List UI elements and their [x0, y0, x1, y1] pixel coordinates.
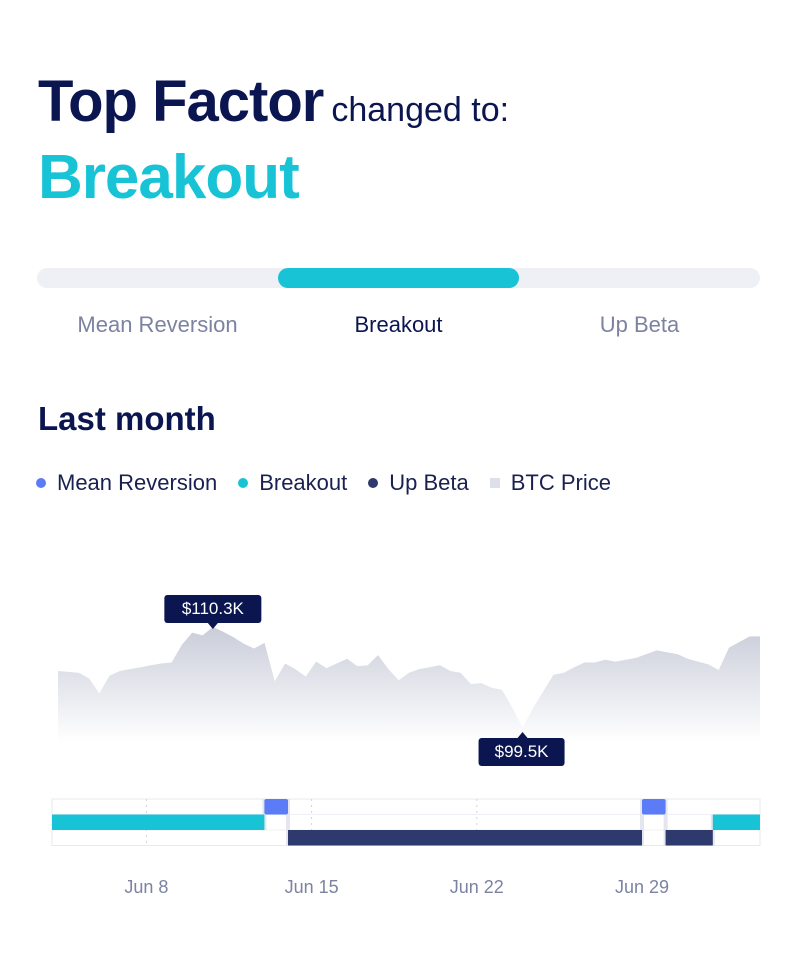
timeline-segment-up-beta [288, 830, 642, 846]
legend-dot-icon [238, 478, 249, 488]
headline-subtitle: changed to: [331, 91, 510, 129]
legend-square-icon [489, 478, 500, 488]
chart-legend: Mean Reversion Breakout Up Beta BTC Pric… [36, 470, 632, 496]
timeline-segment-up-beta [665, 830, 713, 846]
x-tick-label: Jun 15 [285, 877, 339, 897]
legend-label: Mean Reversion [57, 470, 218, 495]
factor-tabs: Mean Reversion Breakout Up Beta [37, 312, 760, 342]
factor-slider-fill [278, 268, 519, 288]
timeline-segment-breakout [52, 814, 265, 830]
headline-title: Top Factor [38, 69, 324, 134]
timeline-segment-mean-reversion [642, 799, 666, 815]
legend-item-mean-reversion: Mean Reversion [36, 470, 217, 496]
x-tick-label: Jun 22 [450, 877, 504, 897]
legend-item-breakout: Breakout [238, 470, 347, 496]
tab-mean-reversion[interactable]: Mean Reversion [77, 312, 238, 337]
factor-slider-track[interactable] [37, 268, 760, 288]
current-factor: Breakout [38, 143, 300, 212]
tab-up-beta[interactable]: Up Beta [599, 312, 680, 337]
legend-label: BTC Price [510, 470, 611, 495]
x-tick-label: Jun 29 [615, 877, 669, 897]
legend-label: Up Beta [389, 470, 469, 495]
timeline-segment-mean-reversion [264, 799, 288, 815]
legend-item-up-beta: Up Beta [368, 470, 469, 496]
callout-pointer [517, 732, 528, 738]
legend-item-btc-price: BTC Price [489, 470, 611, 496]
callout-label: $110.3K [182, 599, 245, 618]
headline: Top Factor changed to: [38, 68, 509, 135]
section-title: Last month [38, 400, 216, 437]
btc-price-area [58, 627, 760, 742]
max-price-callout: $110.3K [164, 595, 262, 629]
x-tick-label: Jun 8 [124, 877, 168, 897]
legend-label: Breakout [259, 470, 348, 495]
min-price-callout: $99.5K [478, 732, 565, 766]
timeline-segment-breakout [712, 814, 760, 830]
callout-box [164, 595, 262, 623]
tab-breakout[interactable]: Breakout [354, 312, 443, 337]
callout-label: $99.5K [495, 742, 550, 761]
callout-pointer [207, 623, 218, 629]
legend-dot-icon [368, 478, 379, 488]
callout-box [478, 738, 565, 766]
legend-dot-icon [36, 478, 46, 488]
